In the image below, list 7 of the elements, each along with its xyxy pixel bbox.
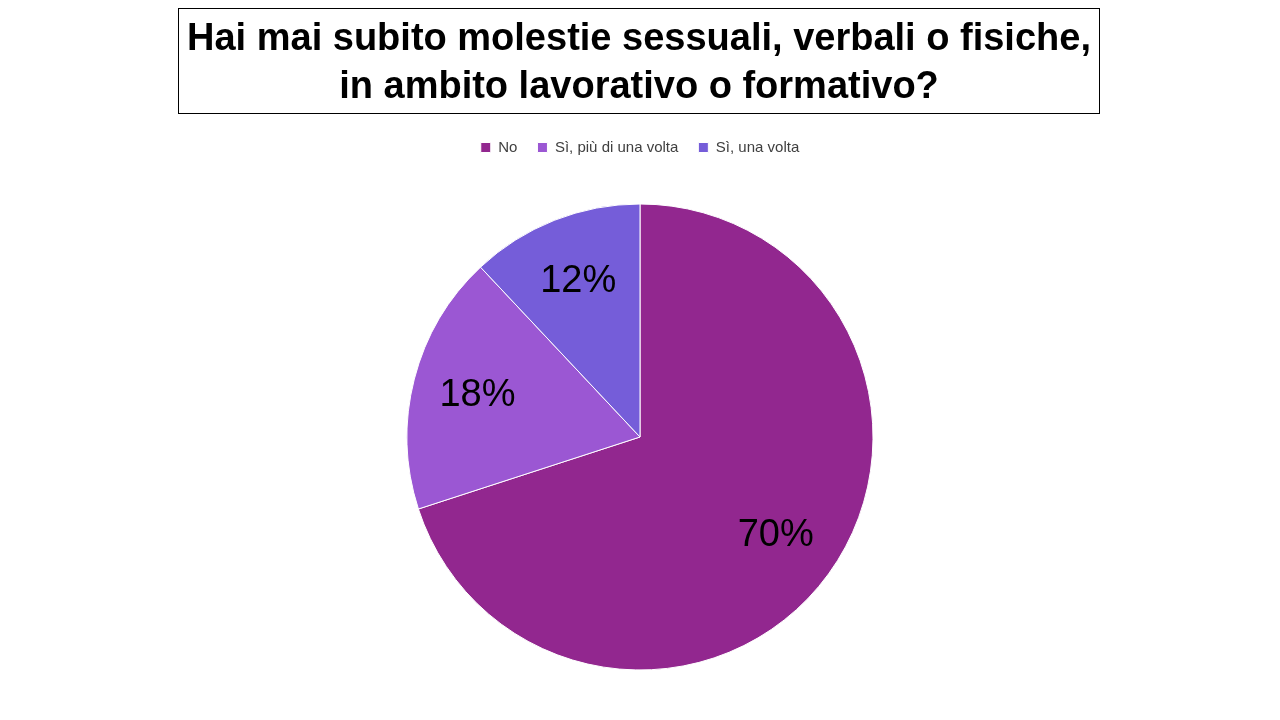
data-label: 70% (737, 512, 814, 555)
legend-label: Sì, una volta (715, 137, 800, 155)
data-label: 18% (439, 371, 516, 414)
legend-label: No (498, 137, 518, 155)
data-label: 12% (540, 257, 617, 300)
legend-label: Sì, più di una volta (554, 137, 680, 155)
chart-title: Hai mai subito molestie sessuali, verbali o fisiche, in ambito lavorativo o formativo? (178, 8, 1100, 114)
